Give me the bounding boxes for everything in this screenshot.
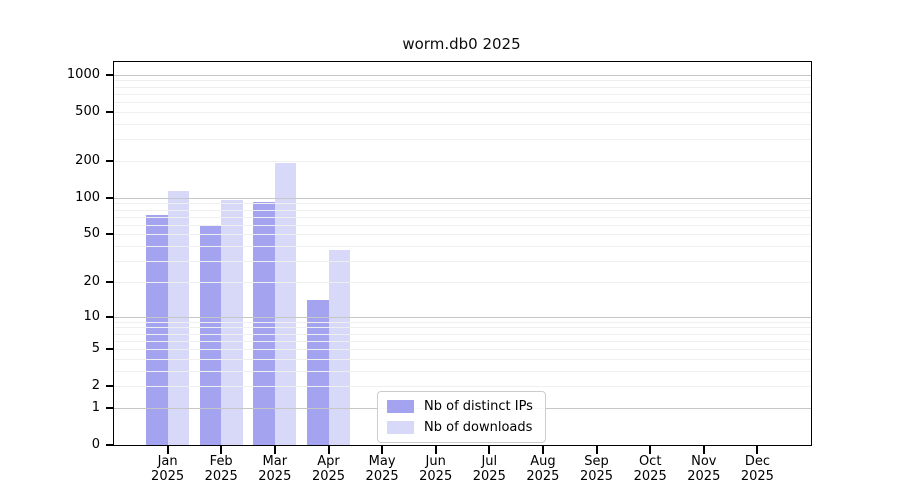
y-axis-tick (106, 315, 114, 318)
x-axis-tick-label: Jul 2025 (472, 454, 506, 484)
minor-gridline (114, 93, 811, 95)
minor-gridline (114, 333, 811, 335)
y-axis-tick-label: 5 (91, 341, 100, 356)
y-axis-tick (106, 406, 114, 409)
x-axis-tick (756, 446, 759, 454)
minor-gridline (114, 80, 811, 82)
minor-gridline (114, 327, 811, 329)
x-axis-tick-label: Jun 2025 (419, 454, 453, 484)
y-axis-tick (106, 444, 114, 446)
y-axis-tick-label: 10 (83, 308, 100, 324)
x-axis-tick (327, 446, 330, 454)
x-axis-tick (595, 446, 598, 454)
x-axis-tick (702, 446, 705, 454)
legend-label-downloads: Nb of downloads (424, 420, 533, 435)
minor-gridline (114, 139, 811, 141)
x-axis-tick (541, 446, 544, 454)
legend-swatch-distinct-ips (387, 400, 414, 413)
y-axis-tick (106, 280, 114, 283)
minor-gridline (114, 216, 811, 218)
y-axis-tick-label: 50 (83, 226, 100, 242)
minor-gridline (114, 234, 811, 236)
major-gridline (114, 316, 811, 318)
minor-gridline (114, 321, 811, 323)
bar-downloads-jan (167, 190, 190, 445)
y-axis-tick (106, 110, 114, 113)
minor-gridline (114, 203, 811, 205)
y-axis-tick (106, 196, 114, 199)
y-axis-tick-label: 0 (91, 437, 100, 452)
minor-gridline (114, 209, 811, 211)
minor-gridline (114, 246, 811, 247)
minor-gridline (114, 102, 811, 104)
legend-item-distinct-ips: Nb of distinct IPs (387, 399, 533, 414)
x-axis-tick (381, 446, 384, 454)
legend: Nb of distinct IPs Nb of downloads (377, 391, 546, 443)
x-axis-tick (434, 446, 437, 454)
y-axis-tick-label: 500 (75, 103, 100, 119)
minor-gridline (114, 386, 811, 388)
minor-gridline (114, 358, 811, 360)
legend-label-distinct-ips: Nb of distinct IPs (424, 399, 533, 414)
y-axis-tick-label: 1000 (66, 66, 100, 82)
bar-distinct-ips-mar (253, 201, 275, 445)
y-axis-tick (106, 233, 114, 236)
minor-gridline (114, 281, 811, 283)
y-axis-tick (106, 73, 114, 76)
x-axis-tick-label: Dec 2025 (740, 454, 774, 484)
plot-area: Nb of distinct IPs Nb of downloads 0 1 2 5 1… (67, 61, 812, 484)
x-axis-tick-label: May 2025 (365, 454, 399, 484)
x-axis-tick-label: Oct 2025 (633, 454, 667, 484)
x-axis-tick (488, 446, 491, 454)
x-axis-tick-label: Mar 2025 (258, 454, 292, 484)
x-axis-tick-label: Aug 2025 (526, 454, 560, 484)
x-axis-tick-label: Nov 2025 (687, 454, 721, 484)
bar-distinct-ips-feb (199, 224, 222, 445)
bar-downloads-apr (328, 250, 350, 445)
bar-downloads-mar (274, 162, 297, 445)
x-axis-tick (273, 446, 276, 454)
minor-gridline (114, 123, 811, 125)
y-axis-tick (106, 385, 114, 388)
x-axis-tick-label: Feb 2025 (204, 454, 238, 484)
minor-gridline (114, 160, 811, 162)
minor-gridline (114, 340, 811, 342)
x-axis-tick (220, 446, 223, 454)
minor-gridline (114, 261, 811, 262)
x-axis-tick (649, 446, 652, 454)
x-axis-tick-label: Jan 2025 (151, 454, 185, 484)
y-axis-tick (106, 348, 114, 350)
y-axis-tick-label: 1 (91, 399, 100, 415)
minor-gridline (114, 370, 811, 372)
chart-title: worm.db0 2025 (402, 35, 521, 53)
y-axis-tick-label: 20 (83, 273, 100, 289)
x-axis-tick-label: Sep 2025 (579, 454, 614, 484)
legend-swatch-downloads (387, 421, 414, 434)
minor-gridline (114, 224, 811, 226)
x-axis-tick-label: Apr 2025 (311, 454, 346, 484)
minor-gridline (114, 349, 811, 350)
y-axis-tick (106, 159, 114, 162)
y-axis-tick-label: 100 (75, 189, 100, 205)
major-gridline (114, 197, 811, 199)
major-gridline (114, 74, 811, 76)
minor-gridline (114, 111, 811, 113)
minor-gridline (114, 86, 811, 88)
y-axis-tick-label: 2 (91, 378, 100, 394)
legend-item-downloads: Nb of downloads (387, 420, 533, 435)
y-axis-tick-label: 200 (75, 152, 100, 168)
bar-distinct-ips-jan (146, 215, 168, 445)
x-axis-tick (166, 446, 169, 454)
